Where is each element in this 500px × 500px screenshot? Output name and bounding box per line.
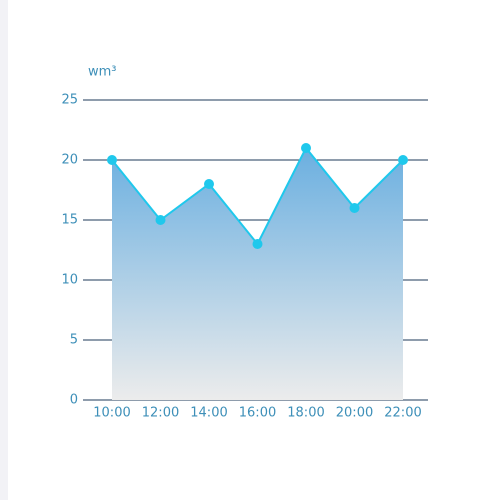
y-tick-label: 15 [61,213,78,228]
y-tick-label: 0 [70,393,78,408]
x-tick-label: 20:00 [336,406,373,421]
point [107,155,117,165]
x-tick-label: 18:00 [287,406,324,421]
y-axis-label: wm³ [88,65,117,80]
point [301,143,311,153]
x-tick-label: 16:00 [239,406,276,421]
point [349,203,360,213]
point [155,215,166,225]
side-strip [0,0,8,500]
y-tick-label: 25 [61,93,78,108]
x-tick-label: 12:00 [142,406,179,421]
y-tick-label: 5 [70,333,78,348]
x-tick-label: 14:00 [190,406,227,421]
point [204,179,214,189]
x-tick-label: 22:00 [384,406,421,421]
y-tick-label: 20 [61,153,78,168]
area-fill [112,148,403,400]
point [252,239,263,249]
point [398,155,408,165]
y-tick-label: 10 [61,273,78,288]
x-tick-label: 10:00 [93,406,130,421]
